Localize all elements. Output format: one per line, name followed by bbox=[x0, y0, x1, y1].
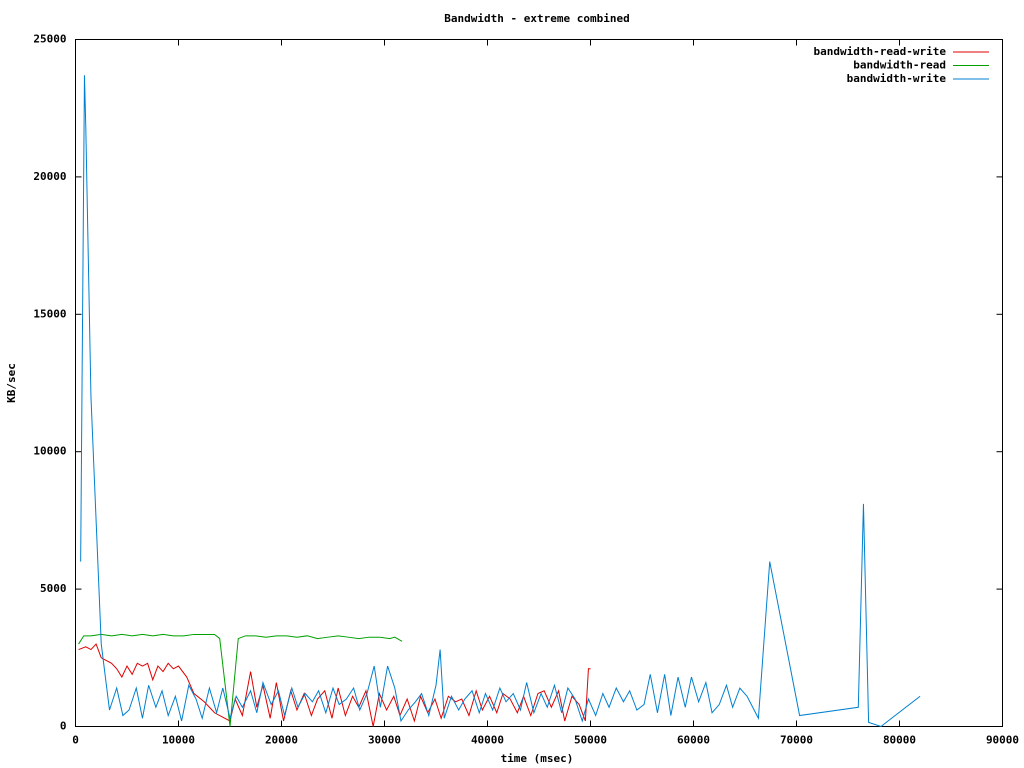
y-tick-label: 5000 bbox=[40, 582, 67, 595]
y-tick-label: 15000 bbox=[33, 307, 66, 320]
x-tick-label: 10000 bbox=[162, 734, 195, 747]
x-tick-label: 50000 bbox=[574, 734, 607, 747]
x-tick-label: 60000 bbox=[677, 734, 710, 747]
y-tick-label: 25000 bbox=[33, 33, 66, 46]
x-tick-label: 90000 bbox=[986, 734, 1019, 747]
legend-label: bandwidth-read-write bbox=[814, 45, 947, 58]
x-tick-label: 40000 bbox=[471, 734, 504, 747]
y-tick-label: 20000 bbox=[33, 170, 66, 183]
x-axis-label: time (msec) bbox=[501, 752, 574, 765]
chart-title: Bandwidth - extreme combined bbox=[444, 12, 629, 25]
legend-label: bandwidth-write bbox=[847, 72, 947, 85]
y-tick-label: 0 bbox=[60, 720, 67, 733]
x-tick-label: 30000 bbox=[368, 734, 401, 747]
data-line bbox=[78, 633, 403, 727]
data-line bbox=[78, 643, 591, 727]
legend-label: bandwidth-read bbox=[853, 59, 946, 72]
y-axis-label: KB/sec bbox=[5, 363, 18, 403]
x-tick-label: 70000 bbox=[780, 734, 813, 747]
plot-border bbox=[75, 39, 1003, 727]
y-tick-label: 10000 bbox=[33, 445, 66, 458]
x-tick-label: 0 bbox=[72, 734, 79, 747]
data-line bbox=[80, 75, 921, 728]
x-tick-label: 80000 bbox=[883, 734, 916, 747]
x-tick-label: 20000 bbox=[265, 734, 298, 747]
